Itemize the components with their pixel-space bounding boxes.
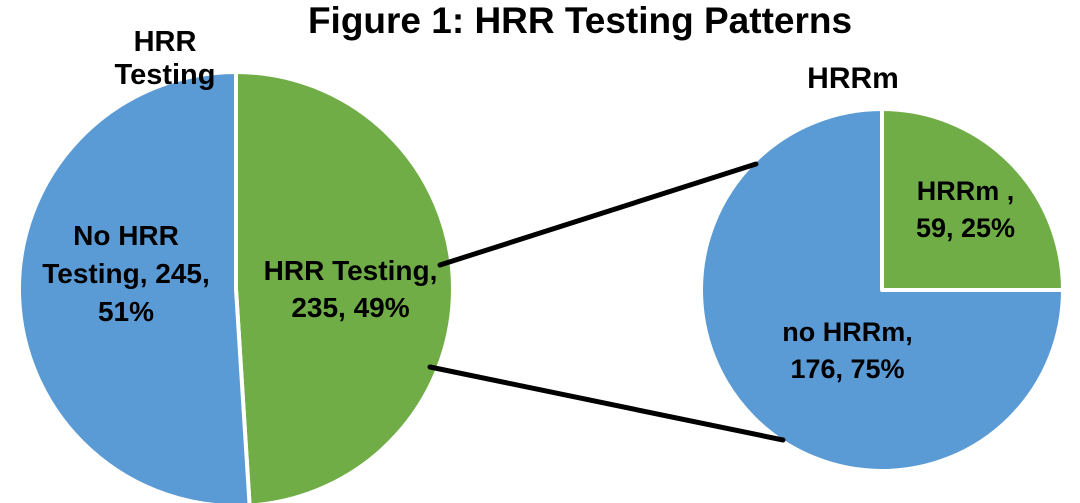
- data-label-line: 235, 49%: [291, 292, 410, 323]
- left-pie-title: HRR Testing: [114, 26, 216, 91]
- data-label-line: 176, 75%: [790, 354, 905, 384]
- data-label-hrrm: HRRm , 59, 25%: [898, 173, 1033, 247]
- data-label-hrr-testing: HRR Testing, 235, 49%: [258, 252, 443, 326]
- figure-title: Figure 1: HRR Testing Patterns: [307, 0, 853, 41]
- pie-slice-hrrm: [880, 107, 1065, 292]
- pie-slice-no-hrr-testing: [16, 70, 252, 503]
- data-label-line: Testing, 245,: [42, 258, 210, 289]
- data-label-line: HRRm ,: [916, 176, 1015, 206]
- pie-slice-hrr-testing: [234, 70, 455, 503]
- data-label-line: 59, 25%: [915, 213, 1016, 243]
- data-label-line: no HRRm,: [782, 317, 913, 347]
- right-pie-title: HRRm: [807, 62, 899, 95]
- connector-line-bottom: [427, 364, 786, 443]
- pie-slice-no-hrrm: [699, 107, 1065, 473]
- data-label-line: No HRR: [73, 220, 179, 251]
- data-label-line: HRR Testing,: [263, 255, 438, 286]
- data-label-no-hrrm: no HRRm, 176, 75%: [765, 314, 930, 388]
- data-label-no-hrr-testing: No HRR Testing, 245, 51%: [35, 217, 217, 331]
- connector-line-top: [437, 161, 759, 268]
- data-label-line: 51%: [97, 296, 155, 327]
